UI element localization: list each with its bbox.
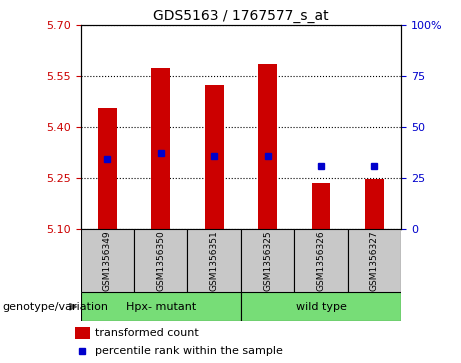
Bar <box>258 64 277 229</box>
Text: GSM1356327: GSM1356327 <box>370 230 379 291</box>
Bar <box>241 292 401 321</box>
Bar <box>81 292 241 321</box>
Bar <box>188 229 241 292</box>
Bar <box>241 229 294 292</box>
Bar <box>205 85 224 229</box>
Text: Hpx- mutant: Hpx- mutant <box>126 302 196 312</box>
Text: GSM1356349: GSM1356349 <box>103 230 112 291</box>
Text: wild type: wild type <box>296 302 346 312</box>
Bar <box>312 183 331 229</box>
Bar <box>348 229 401 292</box>
Text: GSM1356351: GSM1356351 <box>210 230 219 291</box>
Bar <box>81 229 134 292</box>
Bar <box>365 179 384 229</box>
Text: percentile rank within the sample: percentile rank within the sample <box>95 346 283 356</box>
Text: transformed count: transformed count <box>95 328 198 338</box>
Text: GSM1356350: GSM1356350 <box>156 230 165 291</box>
Bar <box>294 229 348 292</box>
Bar <box>98 109 117 229</box>
Bar <box>151 68 170 229</box>
Text: genotype/variation: genotype/variation <box>2 302 108 312</box>
Title: GDS5163 / 1767577_s_at: GDS5163 / 1767577_s_at <box>153 9 329 23</box>
Text: GSM1356326: GSM1356326 <box>316 230 325 291</box>
Bar <box>134 229 188 292</box>
Bar <box>75 327 89 339</box>
Text: GSM1356325: GSM1356325 <box>263 230 272 291</box>
